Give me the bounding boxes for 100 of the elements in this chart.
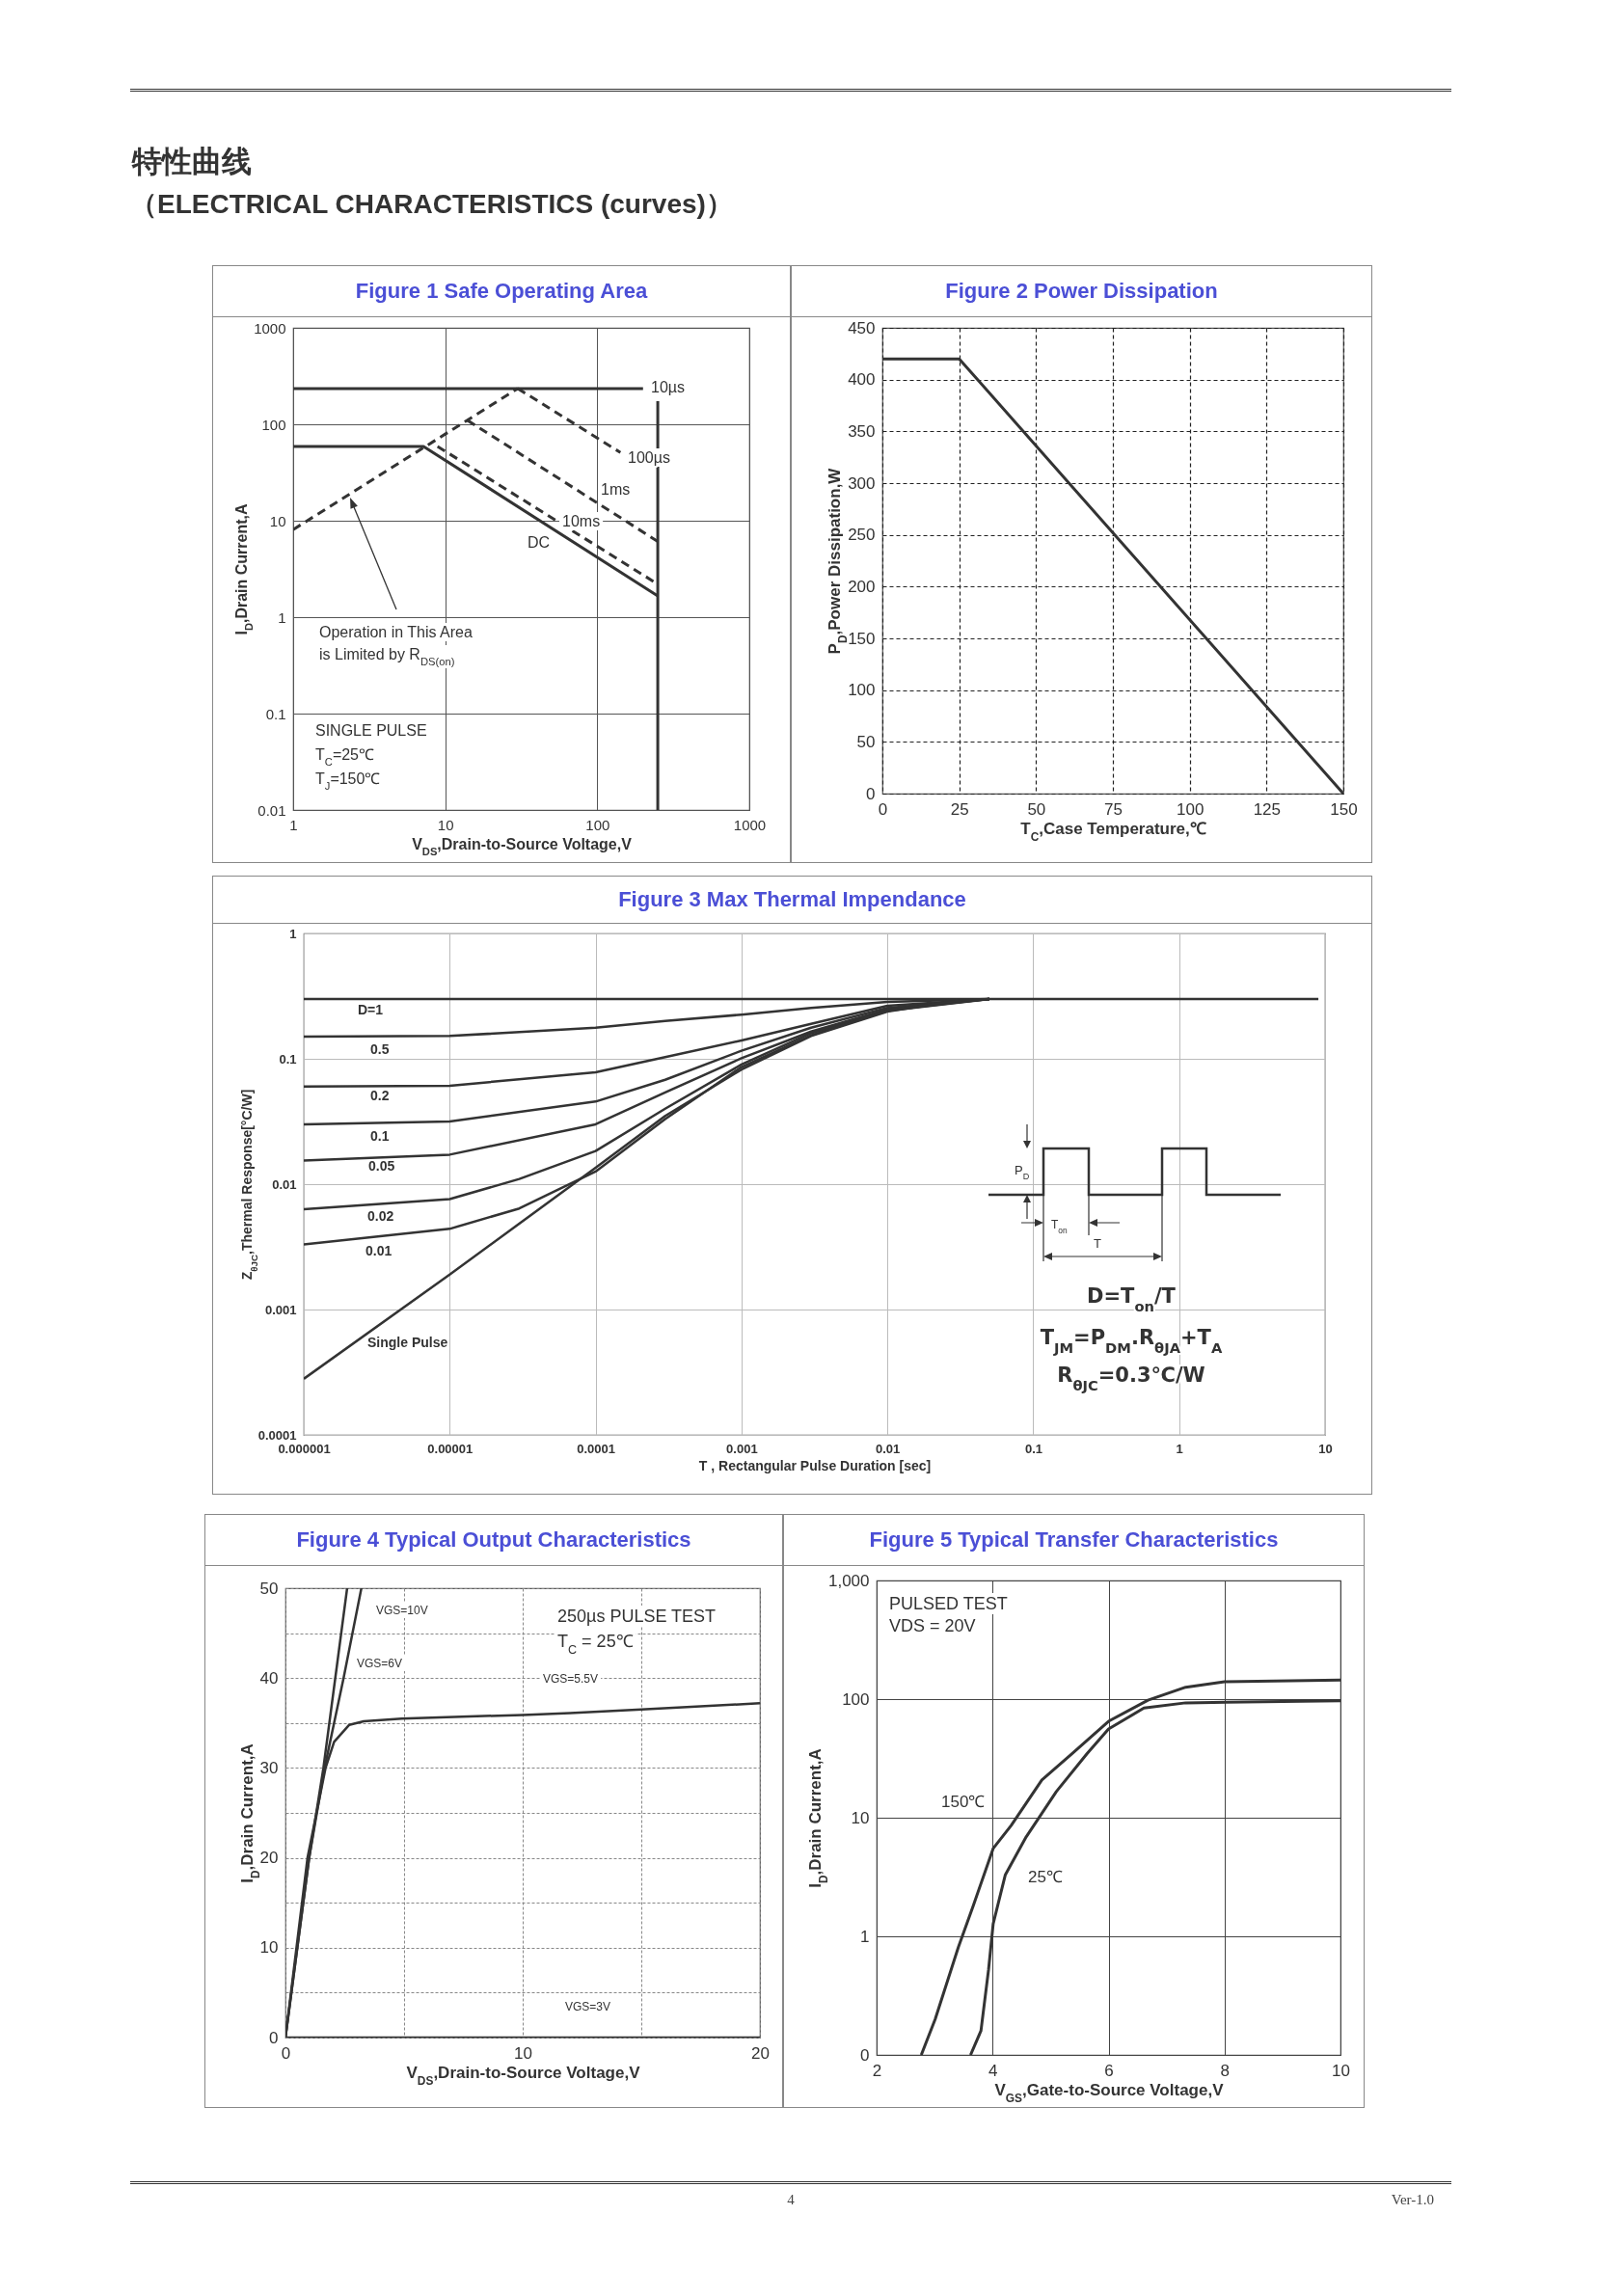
x-tick-label: 25 <box>950 799 969 819</box>
x-tick-label: 2 <box>872 2061 882 2080</box>
x-tick-label: 10 <box>514 2043 532 2063</box>
annotation: is Limited by R$_{DS(on)}$ <box>319 646 455 667</box>
annotation: T$_{JM}$=P$_{DM}$.R$_{θJA}$+T$_{A}$ <box>1040 1326 1223 1356</box>
annotation: 10ms <box>562 513 601 529</box>
x-tick-label: 8 <box>1220 2061 1230 2080</box>
annotation: 0.5 <box>370 1041 390 1057</box>
y-tick-label: 0.01 <box>272 1176 297 1192</box>
y-tick-label: 1000 <box>254 319 286 337</box>
annotation: 250µs PULSE TEST <box>557 1607 717 1626</box>
annotation: VGS=5.5V <box>543 1672 599 1686</box>
y-tick-label: 30 <box>259 1758 279 1777</box>
y-tick-label: 1 <box>289 926 297 941</box>
text: 特性曲线 <box>132 143 252 180</box>
chart-title: Figure 2 Power Dissipation <box>792 266 1371 317</box>
y-tick-label: 1 <box>860 1927 870 1946</box>
annotation: T <box>1094 1236 1101 1251</box>
y-tick-label: 0 <box>866 784 876 803</box>
x-axis-title: V$_{GS}$,Gate-to-Source Voltage,V <box>994 2080 1225 2105</box>
annotation: 150℃ <box>941 1793 986 1811</box>
y-tick-label: 0.1 <box>265 705 286 722</box>
y-tick-label: 50 <box>259 1579 279 1598</box>
y-tick-label: 10 <box>259 1938 279 1958</box>
annotation: 0.02 <box>367 1208 394 1224</box>
y-tick-label: 10 <box>851 1808 870 1827</box>
x-axis-title: T$_{C}$,Case Temperature,℃ <box>1020 819 1206 844</box>
annotation: T$_{C}$=25℃ <box>315 746 375 768</box>
y-tick-label: 50 <box>856 732 876 751</box>
x-axis-title: V$_{DS}$,Drain-to-Source Voltage,V <box>406 2063 641 2088</box>
y-tick-label: 1 <box>278 608 286 626</box>
x-tick-label: 0.1 <box>1024 1441 1042 1456</box>
x-tick-label: 100 <box>585 816 610 833</box>
annotation: 0.1 <box>370 1128 390 1144</box>
y-tick-label: 1,000 <box>827 1571 870 1590</box>
y-tick-label: 0.1 <box>279 1051 297 1067</box>
y-tick-label: 0.0001 <box>257 1427 297 1443</box>
x-tick-label: 50 <box>1027 799 1046 819</box>
y-tick-label: 250 <box>848 526 876 545</box>
y-tick-label: 0 <box>269 2028 279 2047</box>
y-tick-label: 400 <box>848 370 876 390</box>
y-tick-label: 20 <box>259 1849 279 1868</box>
y-tick-label: 0.001 <box>264 1302 297 1317</box>
annotation: T$_{C}$ = 25℃ <box>557 1632 634 1657</box>
annotation: D=T$_{on}$/T <box>1087 1284 1177 1314</box>
x-tick-label: 0.001 <box>726 1441 758 1456</box>
text: 4 <box>787 2192 795 2207</box>
x-tick-label: 0 <box>878 799 888 819</box>
annotation: DC <box>528 534 551 551</box>
x-tick-label: 10 <box>1332 2061 1350 2080</box>
annotation: 0.01 <box>365 1243 392 1258</box>
x-axis-title: V$_{DS}$,Drain-to-Source Voltage,V <box>412 835 633 857</box>
x-tick-label: 20 <box>751 2043 770 2063</box>
annotation: Single Pulse <box>367 1335 448 1350</box>
annotation: VGS=10V <box>376 1604 428 1617</box>
annotation: T$_{on}$ <box>1051 1218 1068 1235</box>
x-tick-label: 100 <box>1176 799 1204 819</box>
x-tick-label: 6 <box>1104 2061 1114 2080</box>
annotation: 1ms <box>601 481 631 498</box>
annotation: P$_{D}$ <box>1015 1163 1030 1181</box>
x-tick-label: 0.01 <box>875 1441 901 1456</box>
x-tick-label: 10 <box>437 816 454 833</box>
chart-title: Figure 5 Typical Transfer Characteristics <box>784 1515 1364 1566</box>
annotation: D=1 <box>358 1002 384 1017</box>
x-tick-label: 0.0001 <box>577 1441 615 1456</box>
x-tick-label: 125 <box>1253 799 1282 819</box>
y-tick-label: 100 <box>848 681 876 700</box>
x-tick-label: 1000 <box>733 816 767 833</box>
y-tick-label: 450 <box>848 318 876 338</box>
annotation: T$_{J}$=150℃ <box>315 770 381 792</box>
annotation: VGS=3V <box>565 2000 611 2013</box>
y-tick-label: 100 <box>842 1689 870 1709</box>
x-tick-label: 1 <box>1176 1441 1183 1456</box>
x-tick-label: 0.000001 <box>278 1441 331 1456</box>
annotation: 0.05 <box>368 1158 395 1174</box>
x-tick-label: 10 <box>1318 1441 1333 1456</box>
annotation: SINGLE PULSE <box>315 722 427 739</box>
y-tick-label: 200 <box>848 577 876 596</box>
annotation: PULSED TEST <box>889 1594 1008 1613</box>
annotation: 10µs <box>651 379 686 395</box>
x-tick-label: 0.00001 <box>427 1441 474 1456</box>
chart-title: Figure 4 Typical Output Characteristics <box>205 1515 782 1566</box>
chart-title: Figure 3 Max Thermal Impendance <box>213 877 1371 924</box>
x-tick-label: 150 <box>1330 799 1358 819</box>
annotation: VGS=6V <box>357 1657 403 1670</box>
x-axis-title: T , Rectangular Pulse Duration [sec] <box>698 1457 932 1473</box>
y-tick-label: 40 <box>259 1668 279 1688</box>
text: （ELECTRICAL CHARACTERISTICS (curves)） <box>130 188 733 221</box>
chart-title: Figure 1 Safe Operating Area <box>213 266 790 317</box>
x-tick-label: 75 <box>1104 799 1123 819</box>
text: Ver-1.0 <box>1391 2192 1434 2208</box>
y-tick-label: 350 <box>848 421 876 441</box>
x-tick-label: 4 <box>988 2061 998 2080</box>
y-tick-label: 10 <box>269 512 286 529</box>
annotation: Operation in This Area <box>319 624 474 640</box>
y-tick-label: 300 <box>848 473 876 493</box>
annotation: VDS = 20V <box>889 1616 976 1635</box>
annotation: R$_{θJC}$=0.3℃/W <box>1057 1364 1205 1393</box>
annotation: 25℃ <box>1028 1868 1063 1886</box>
annotation: 0.2 <box>370 1088 390 1103</box>
